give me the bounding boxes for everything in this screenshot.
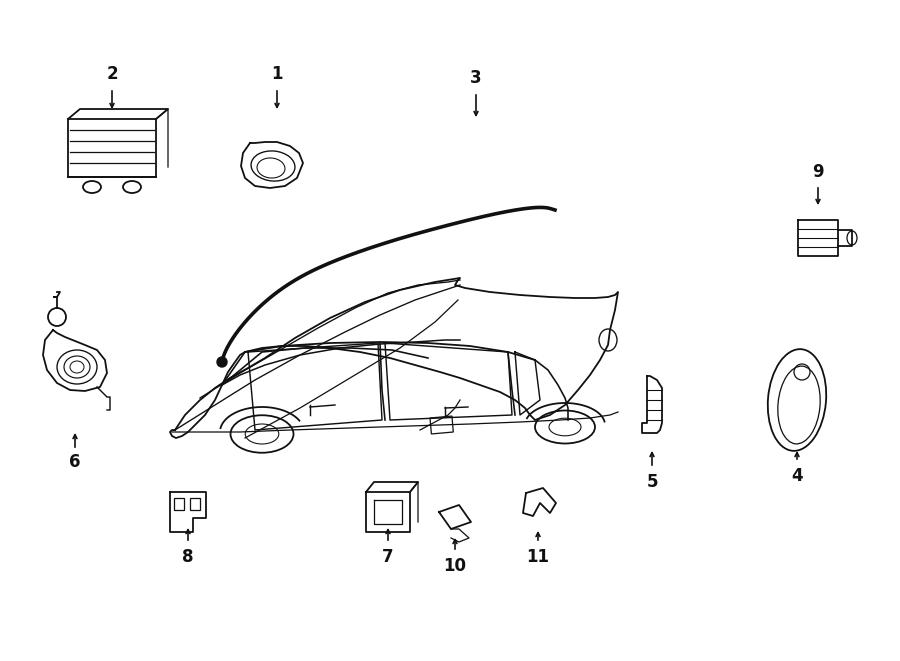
- Text: 1: 1: [271, 65, 283, 83]
- Text: 9: 9: [812, 163, 824, 181]
- Text: 2: 2: [106, 65, 118, 83]
- Text: 5: 5: [646, 473, 658, 491]
- Text: 6: 6: [69, 453, 81, 471]
- Text: 3: 3: [470, 69, 482, 87]
- Text: 7: 7: [382, 548, 394, 566]
- Bar: [190, 498, 200, 510]
- Text: 10: 10: [444, 557, 466, 575]
- Text: 4: 4: [791, 467, 803, 485]
- Bar: [174, 498, 184, 510]
- Text: 8: 8: [182, 548, 194, 566]
- Circle shape: [217, 357, 227, 367]
- Text: 11: 11: [526, 548, 550, 566]
- Bar: [430, 416, 454, 434]
